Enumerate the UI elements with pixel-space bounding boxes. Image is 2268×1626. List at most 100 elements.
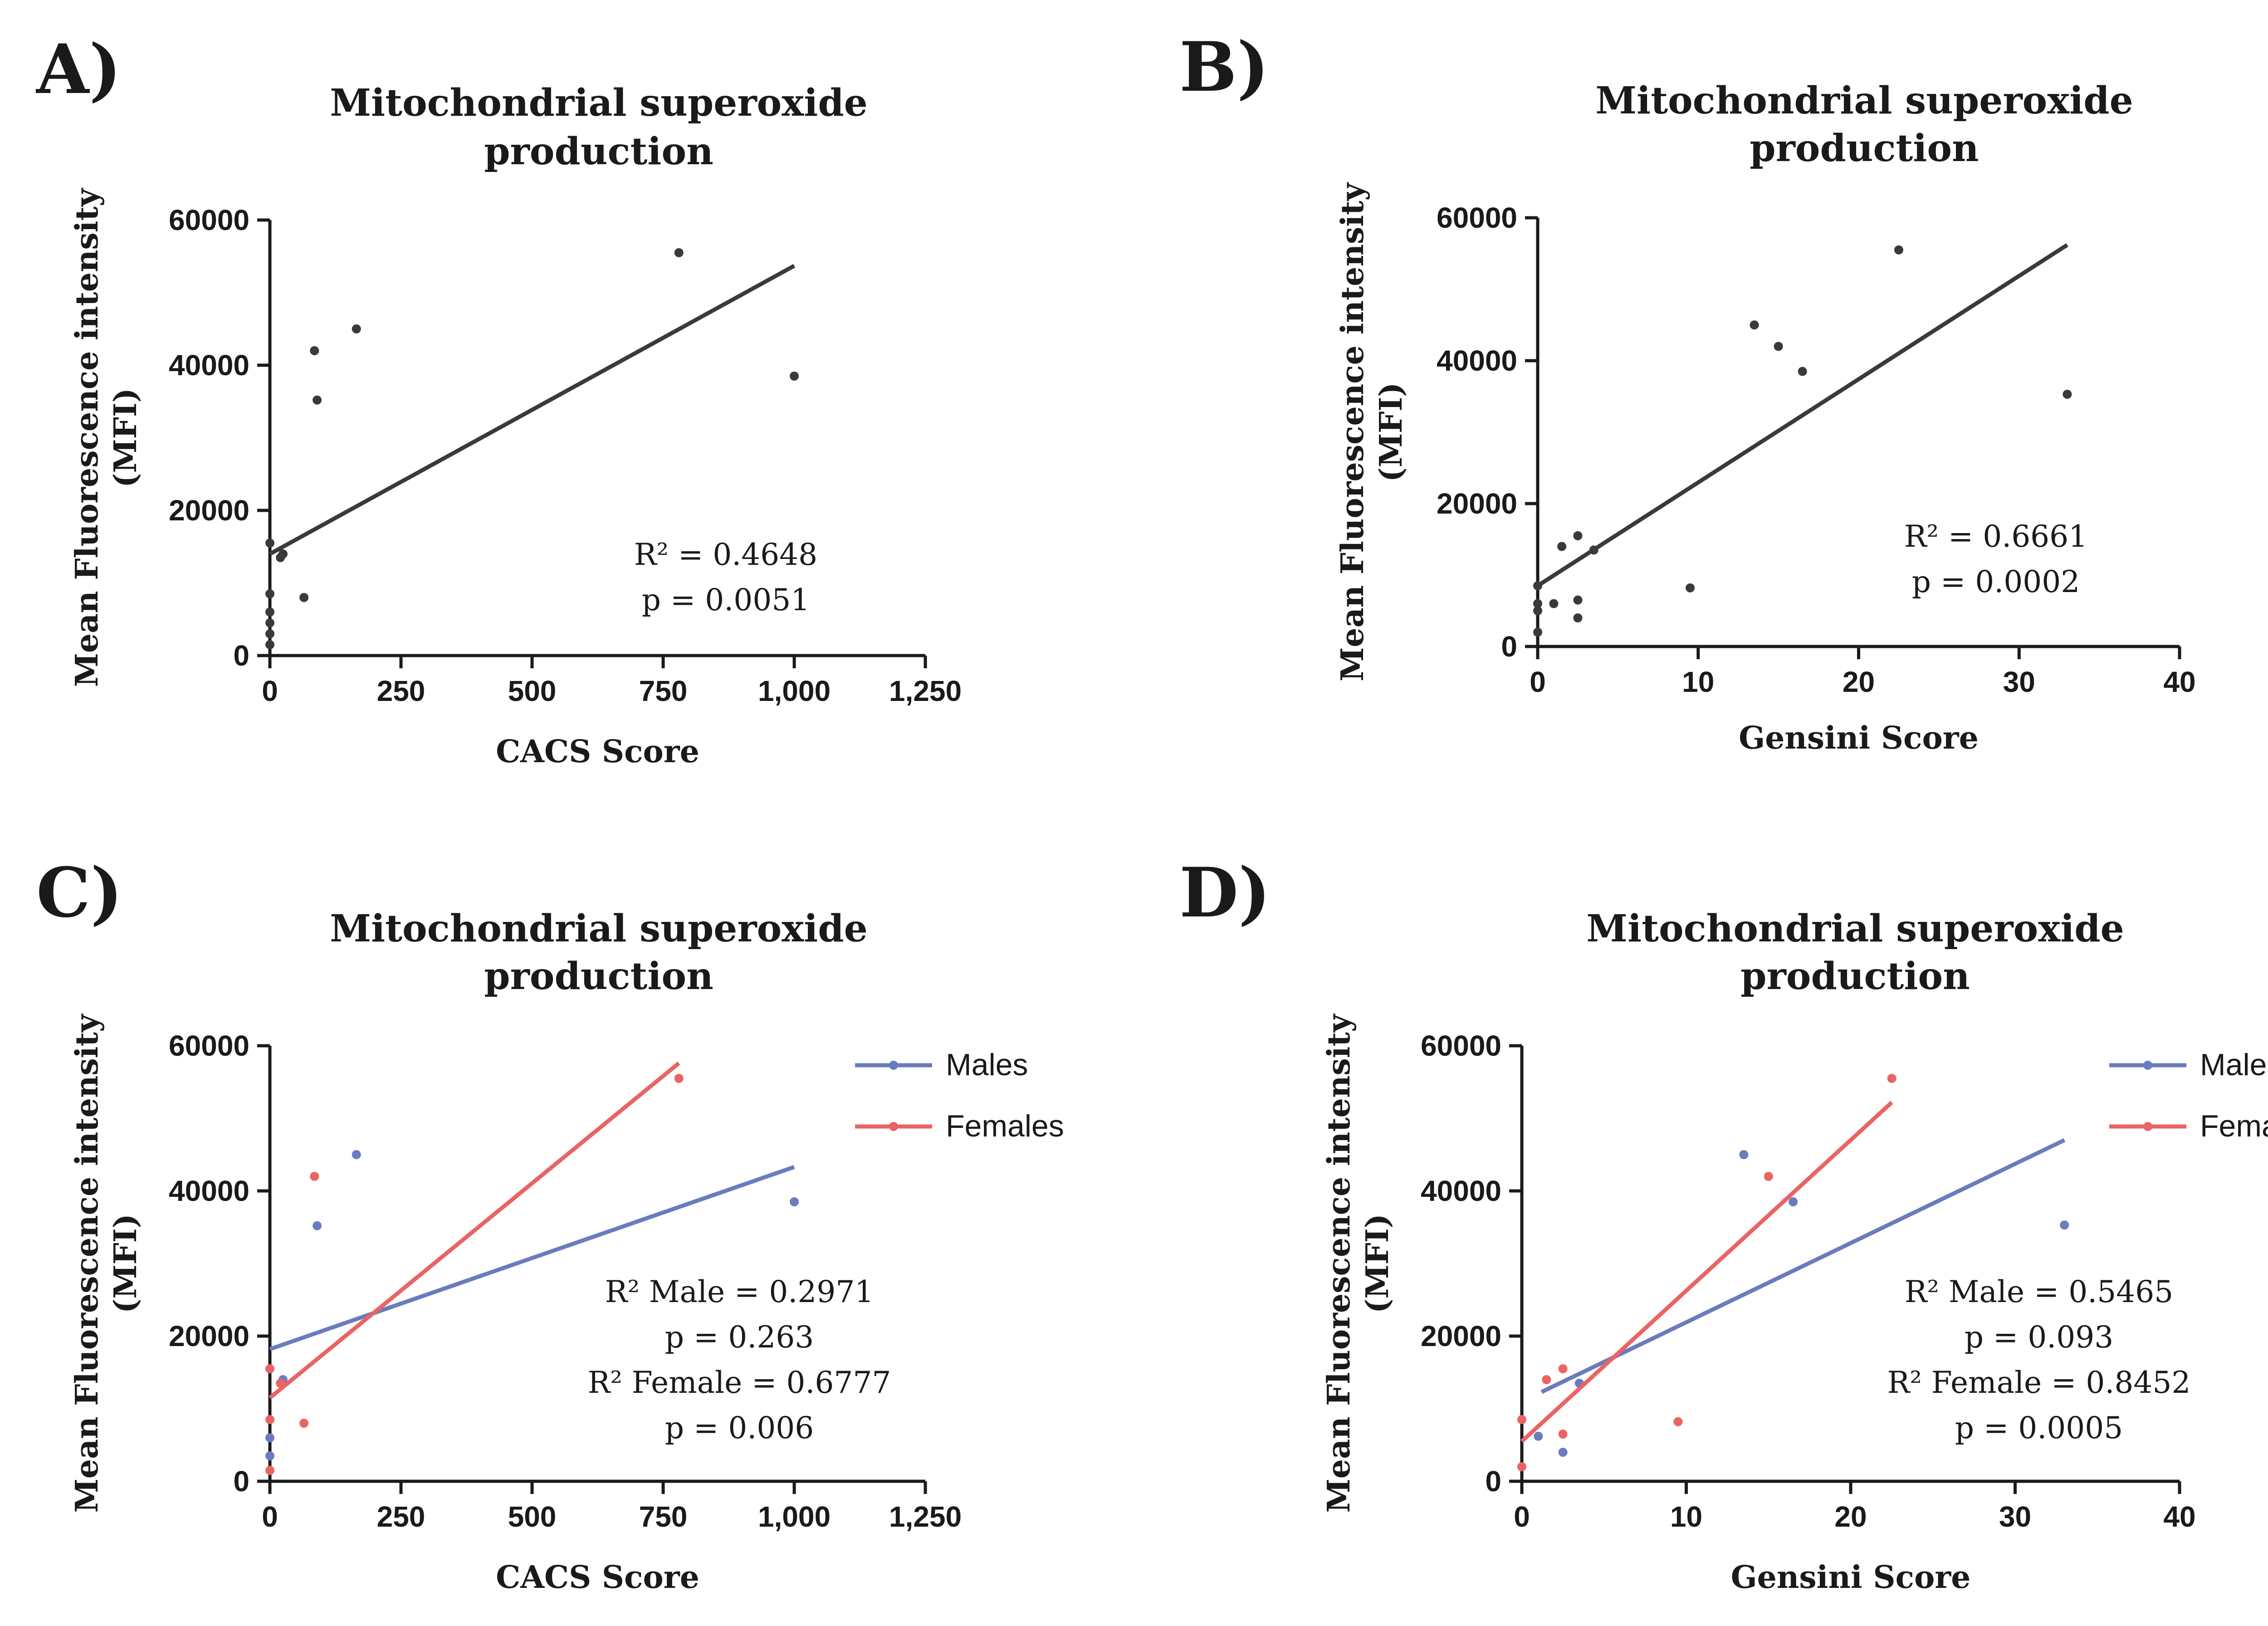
data-point: [1764, 1172, 1773, 1181]
data-point: [1533, 627, 1542, 637]
data-point: [265, 539, 274, 548]
x-tick-label: 0: [262, 1500, 278, 1533]
data-point: [674, 248, 684, 257]
data-point: [1589, 545, 1598, 555]
stat-annotation: p = 0.0051: [642, 583, 810, 617]
data-point: [1533, 606, 1542, 616]
legend-marker: [2143, 1122, 2152, 1131]
stat-annotation: p = 0.0002: [1912, 564, 2080, 599]
y-tick-label: 0: [233, 639, 249, 672]
y-tick-label: 60000: [169, 1029, 249, 1062]
regression-line: [1536, 243, 2068, 588]
legend-label: Males: [2200, 1048, 2268, 1082]
y-tick-label: 40000: [169, 1175, 249, 1207]
series-males: [265, 1150, 799, 1460]
data-point: [1557, 542, 1567, 551]
data-point: [310, 346, 319, 355]
x-tick-label: 1,250: [889, 1500, 962, 1533]
x-tick-label: 30: [2003, 666, 2035, 698]
legend: Males Females: [855, 1048, 1064, 1143]
data-point: [1774, 342, 1783, 351]
x-axis-label: CACS Score: [496, 734, 699, 770]
x-tick-label: 750: [639, 675, 688, 707]
data-point: [299, 593, 309, 602]
y-tick-label: 20000: [169, 494, 249, 527]
x-tick-label: 1,000: [758, 675, 831, 707]
panel-3: C) Mitochondrial superoxide production 0 250…: [36, 853, 1064, 1596]
data-point: [278, 549, 288, 558]
regression-line: [269, 1165, 795, 1352]
x-tick-label: 10: [1670, 1500, 1702, 1533]
data-point: [299, 1419, 309, 1428]
x-tick-label: 40: [2163, 1500, 2195, 1533]
data-point: [265, 1415, 274, 1424]
x-axis-label: CACS Score: [496, 1559, 699, 1596]
y-tick-label: 60000: [169, 204, 249, 236]
data-point: [265, 640, 274, 649]
chart-title: Mitochondrial superoxide: [1586, 907, 2124, 950]
x-tick-label: 40: [2163, 666, 2195, 698]
data-point: [310, 1172, 319, 1181]
panel-label: D): [1179, 853, 1271, 933]
data-point: [265, 1433, 274, 1442]
x-tick-label: 500: [508, 675, 557, 707]
data-point: [790, 1197, 799, 1206]
data-point: [265, 607, 274, 617]
y-axis-label: Mean Fluorescence intensity: [69, 1013, 105, 1513]
x-tick-label: 0: [1530, 666, 1546, 698]
panel-1: A) Mitochondrial superoxide production 0 250…: [35, 29, 962, 770]
data-point: [265, 1466, 274, 1475]
data-point: [313, 1221, 322, 1230]
data-point: [265, 1364, 274, 1373]
x-tick-label: 1,250: [889, 675, 962, 707]
data-point: [1517, 1462, 1526, 1471]
data-point: [1798, 367, 1807, 376]
y-tick-label: 0: [1485, 1465, 1501, 1498]
series-all: [265, 248, 799, 649]
data-point: [1542, 1375, 1551, 1384]
chart-title: Mitochondrial superoxide: [330, 907, 868, 950]
data-point: [1789, 1197, 1798, 1206]
chart-title: production: [484, 130, 713, 173]
data-point: [1573, 531, 1583, 540]
stat-annotation: R² Male = 0.2971: [605, 1274, 874, 1309]
data-point: [265, 618, 274, 627]
data-point: [352, 324, 361, 333]
x-tick-label: 0: [262, 675, 278, 707]
chart-title: production: [1750, 127, 1979, 170]
stat-annotation: p = 0.0005: [1955, 1411, 2123, 1445]
data-point: [790, 372, 799, 381]
y-axis-label: Mean Fluorescence intensity: [1321, 1013, 1357, 1513]
x-axis-label: Gensini Score: [1731, 1559, 1971, 1596]
stat-annotation: p = 0.093: [1965, 1320, 2113, 1355]
data-point: [1549, 599, 1559, 608]
data-point: [1686, 583, 1695, 593]
data-point: [276, 1379, 285, 1388]
data-point: [265, 629, 274, 638]
data-point: [1573, 613, 1583, 622]
x-tick-label: 10: [1682, 666, 1714, 698]
stat-annotation: R² = 0.6661: [1904, 519, 2087, 554]
x-axis-label: Gensini Score: [1739, 720, 1979, 756]
y-tick-label: 40000: [169, 349, 249, 382]
data-point: [1887, 1074, 1897, 1083]
data-point: [1894, 245, 1903, 255]
stat-annotation: R² Male = 0.5465: [1905, 1274, 2173, 1309]
y-tick-label: 0: [1501, 630, 1517, 663]
x-tick-label: 20: [1843, 666, 1875, 698]
stat-annotation: R² Female = 0.8452: [1887, 1365, 2191, 1400]
data-point: [1739, 1150, 1749, 1159]
x-tick-label: 500: [508, 1500, 557, 1533]
legend-marker: [889, 1061, 898, 1070]
data-point: [1558, 1430, 1568, 1439]
x-tick-label: 250: [377, 1500, 425, 1533]
legend-label: Females: [946, 1109, 1064, 1143]
y-tick-label: 0: [233, 1465, 249, 1498]
legend-label: Females: [2200, 1109, 2268, 1143]
x-tick-label: 1,000: [758, 1500, 831, 1533]
stat-annotation: p = 0.006: [665, 1411, 814, 1445]
legend-label: Males: [946, 1048, 1028, 1082]
data-point: [352, 1150, 361, 1159]
panel-label: A): [35, 29, 121, 109]
